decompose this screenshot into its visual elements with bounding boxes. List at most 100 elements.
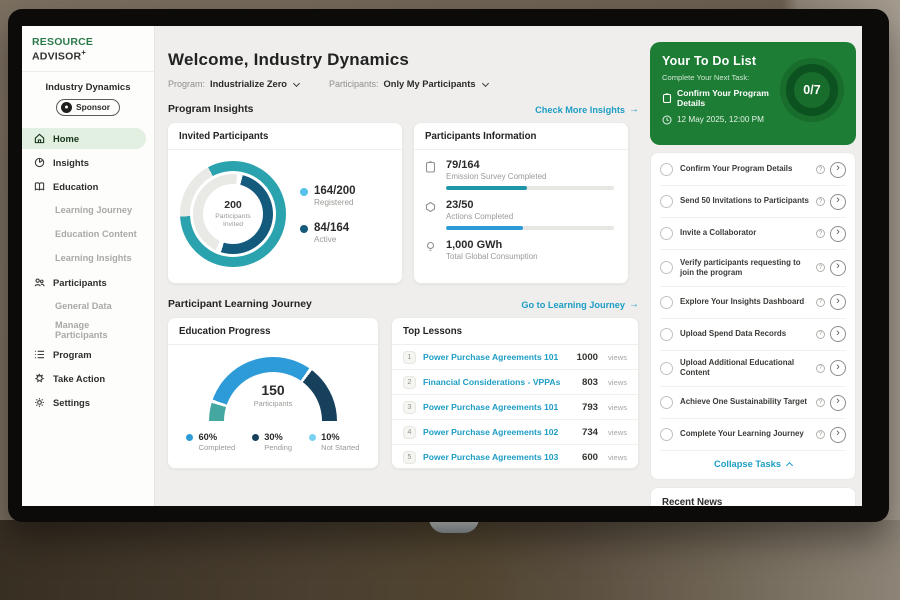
todo-title: Your To Do List <box>662 54 757 68</box>
lesson-rank: 3 <box>403 400 416 414</box>
sidebar-item-label: Insights <box>53 156 89 168</box>
lesson-title-link[interactable]: Power Purchase Agreements 102 <box>423 427 559 437</box>
sidebar-item-program[interactable]: Program <box>22 344 146 365</box>
todo-panel: Your To Do List Complete Your Next Task:… <box>650 26 862 506</box>
info-icon[interactable]: ? <box>816 229 825 238</box>
lesson-title-link[interactable]: Power Purchase Agreements 101 <box>423 352 559 362</box>
program-icon <box>34 350 45 358</box>
gauge-chart: 150 Participants <box>209 357 337 421</box>
home-icon <box>34 133 45 143</box>
stat-row: 1,000 GWh Total Global Consumption <box>414 230 628 261</box>
todo-item[interactable]: Upload Spend Data Records ? › <box>660 319 846 351</box>
go-to-learning-journey-link[interactable]: Go to Learning Journey → <box>521 299 639 310</box>
sidebar-item-label: Take Action <box>53 372 106 384</box>
participants-filter-label: Participants: <box>329 79 379 89</box>
card-title: Education Progress <box>168 318 378 345</box>
info-icon[interactable]: ? <box>816 165 825 174</box>
todo-item[interactable]: Verify participants requesting to join t… <box>660 250 846 287</box>
sidebar-item-label: Education Content <box>55 229 137 239</box>
chevron-right-button[interactable]: › <box>830 259 846 276</box>
clipboard-icon <box>425 161 437 190</box>
todo-checkbox[interactable] <box>660 428 673 442</box>
sidebar-item-label: Home <box>53 132 80 144</box>
info-icon[interactable]: ? <box>816 329 825 339</box>
todo-progress-ring: 0/7 <box>780 58 844 122</box>
program-filter[interactable]: Program: Industrialize Zero <box>168 79 301 89</box>
top-lessons-card: Top Lessons 1 Power Purchase Agreements … <box>391 317 639 469</box>
clock-icon <box>662 115 672 125</box>
sidebar-item-manage-participants[interactable]: Manage Participants <box>22 320 146 341</box>
chevron-right-button[interactable]: › <box>830 360 846 377</box>
todo-item[interactable]: Confirm Your Program Details ? › <box>660 154 846 186</box>
check-more-insights-link[interactable]: Check More Insights → <box>535 104 639 115</box>
lesson-title-link[interactable]: Power Purchase Agreements 103 <box>423 452 559 462</box>
info-icon[interactable]: ? <box>816 263 825 273</box>
legend-dot <box>252 434 260 441</box>
sidebar-item-insights[interactable]: Insights <box>22 152 146 173</box>
legend-item: 84/164 Active <box>300 222 356 244</box>
sidebar-item-learning-insights[interactable]: Learning Insights <box>22 248 146 269</box>
collapse-tasks-label: Collapse Tasks <box>713 459 781 470</box>
legend-value: 10% <box>321 432 340 442</box>
sidebar-item-education[interactable]: Education <box>22 176 146 197</box>
sidebar-item-learning-journey[interactable]: Learning Journey <box>22 200 146 221</box>
chevron-right-button[interactable]: › <box>830 193 846 210</box>
chevron-right-button[interactable]: › <box>830 426 846 443</box>
chevron-right-button[interactable]: › <box>830 294 846 311</box>
todo-summary-card: Your To Do List Complete Your Next Task:… <box>650 42 856 145</box>
sidebar-item-take-action[interactable]: Take Action <box>22 368 146 389</box>
legend-value: 60% <box>198 432 218 442</box>
sidebar-item-participants[interactable]: Participants <box>22 272 146 293</box>
todo-item[interactable]: Upload Additional Educational Content ? … <box>660 351 846 388</box>
todo-item[interactable]: Achieve One Sustainability Target ? › <box>660 387 846 420</box>
todo-list-card: Confirm Your Program Details ? › Send 50… <box>650 152 856 481</box>
legend-label: Completed <box>198 443 236 452</box>
chevron-right-button[interactable]: › <box>830 394 846 411</box>
lesson-title-link[interactable]: Power Purchase Agreements 101 <box>423 402 559 412</box>
chevron-right-button[interactable]: › <box>830 161 846 178</box>
stat-label: Total Global Consumption <box>446 252 538 262</box>
info-icon[interactable]: ? <box>816 297 825 307</box>
chevron-right-button[interactable]: › <box>830 225 846 242</box>
insights-cards-row: Invited Participants 200 Participants In… <box>167 122 640 284</box>
program-filter-value: Industrialize Zero <box>210 79 287 89</box>
todo-item[interactable]: Explore Your Insights Dashboard ? › <box>660 287 846 319</box>
lesson-views-suffix: views <box>608 427 627 437</box>
sidebar-item-general-data[interactable]: General Data <box>22 296 146 317</box>
lesson-rank: 1 <box>403 350 416 364</box>
progress-bar <box>446 186 614 191</box>
todo-checkbox[interactable] <box>660 361 673 375</box>
info-icon[interactable]: ? <box>816 430 825 440</box>
invited-participants-card: Invited Participants 200 Participants In… <box>167 122 403 284</box>
info-icon[interactable]: ? <box>816 363 825 373</box>
info-icon[interactable]: ? <box>816 197 825 206</box>
todo-checkbox[interactable] <box>660 327 673 341</box>
todo-checkbox[interactable] <box>660 396 673 410</box>
todo-checkbox[interactable] <box>660 227 673 240</box>
legend-dot <box>300 224 308 233</box>
recent-news-card: Recent News <box>650 487 856 506</box>
todo-checkbox[interactable] <box>660 195 673 208</box>
chevron-right-button[interactable]: › <box>830 326 846 343</box>
todo-checkbox[interactable] <box>660 163 673 176</box>
info-icon[interactable]: ? <box>816 398 825 408</box>
sponsor-icon: ● <box>61 101 73 113</box>
learning-cards-row: Education Progress 150 Participants <box>167 317 640 469</box>
lesson-title-link[interactable]: Financial Considerations - VPPAs <box>423 377 561 387</box>
todo-item-label: Confirm Your Program Details <box>680 164 793 174</box>
org-name: Industry Dynamics <box>45 81 131 93</box>
todo-checkbox[interactable] <box>660 295 673 309</box>
sidebar-item-settings[interactable]: Settings <box>22 392 146 413</box>
participants-filter[interactable]: Participants: Only My Participants <box>329 79 489 89</box>
todo-item[interactable]: Send 50 Invitations to Participants ? › <box>660 186 846 218</box>
sidebar-item-education-content[interactable]: Education Content <box>22 224 146 245</box>
todo-item[interactable]: Complete Your Learning Journey ? › <box>660 419 846 452</box>
sponsor-label: Sponsor <box>76 102 110 112</box>
lesson-views: 734 <box>581 426 598 438</box>
todo-item[interactable]: Invite a Collaborator ? › <box>660 218 846 250</box>
collapse-tasks-link[interactable]: Collapse Tasks <box>660 451 846 478</box>
sidebar-item-home[interactable]: Home <box>22 127 146 149</box>
todo-checkbox[interactable] <box>660 261 673 275</box>
participants-filter-value: Only My Participants <box>383 79 476 89</box>
stat-row: 23/50 Actions Completed <box>414 190 628 231</box>
